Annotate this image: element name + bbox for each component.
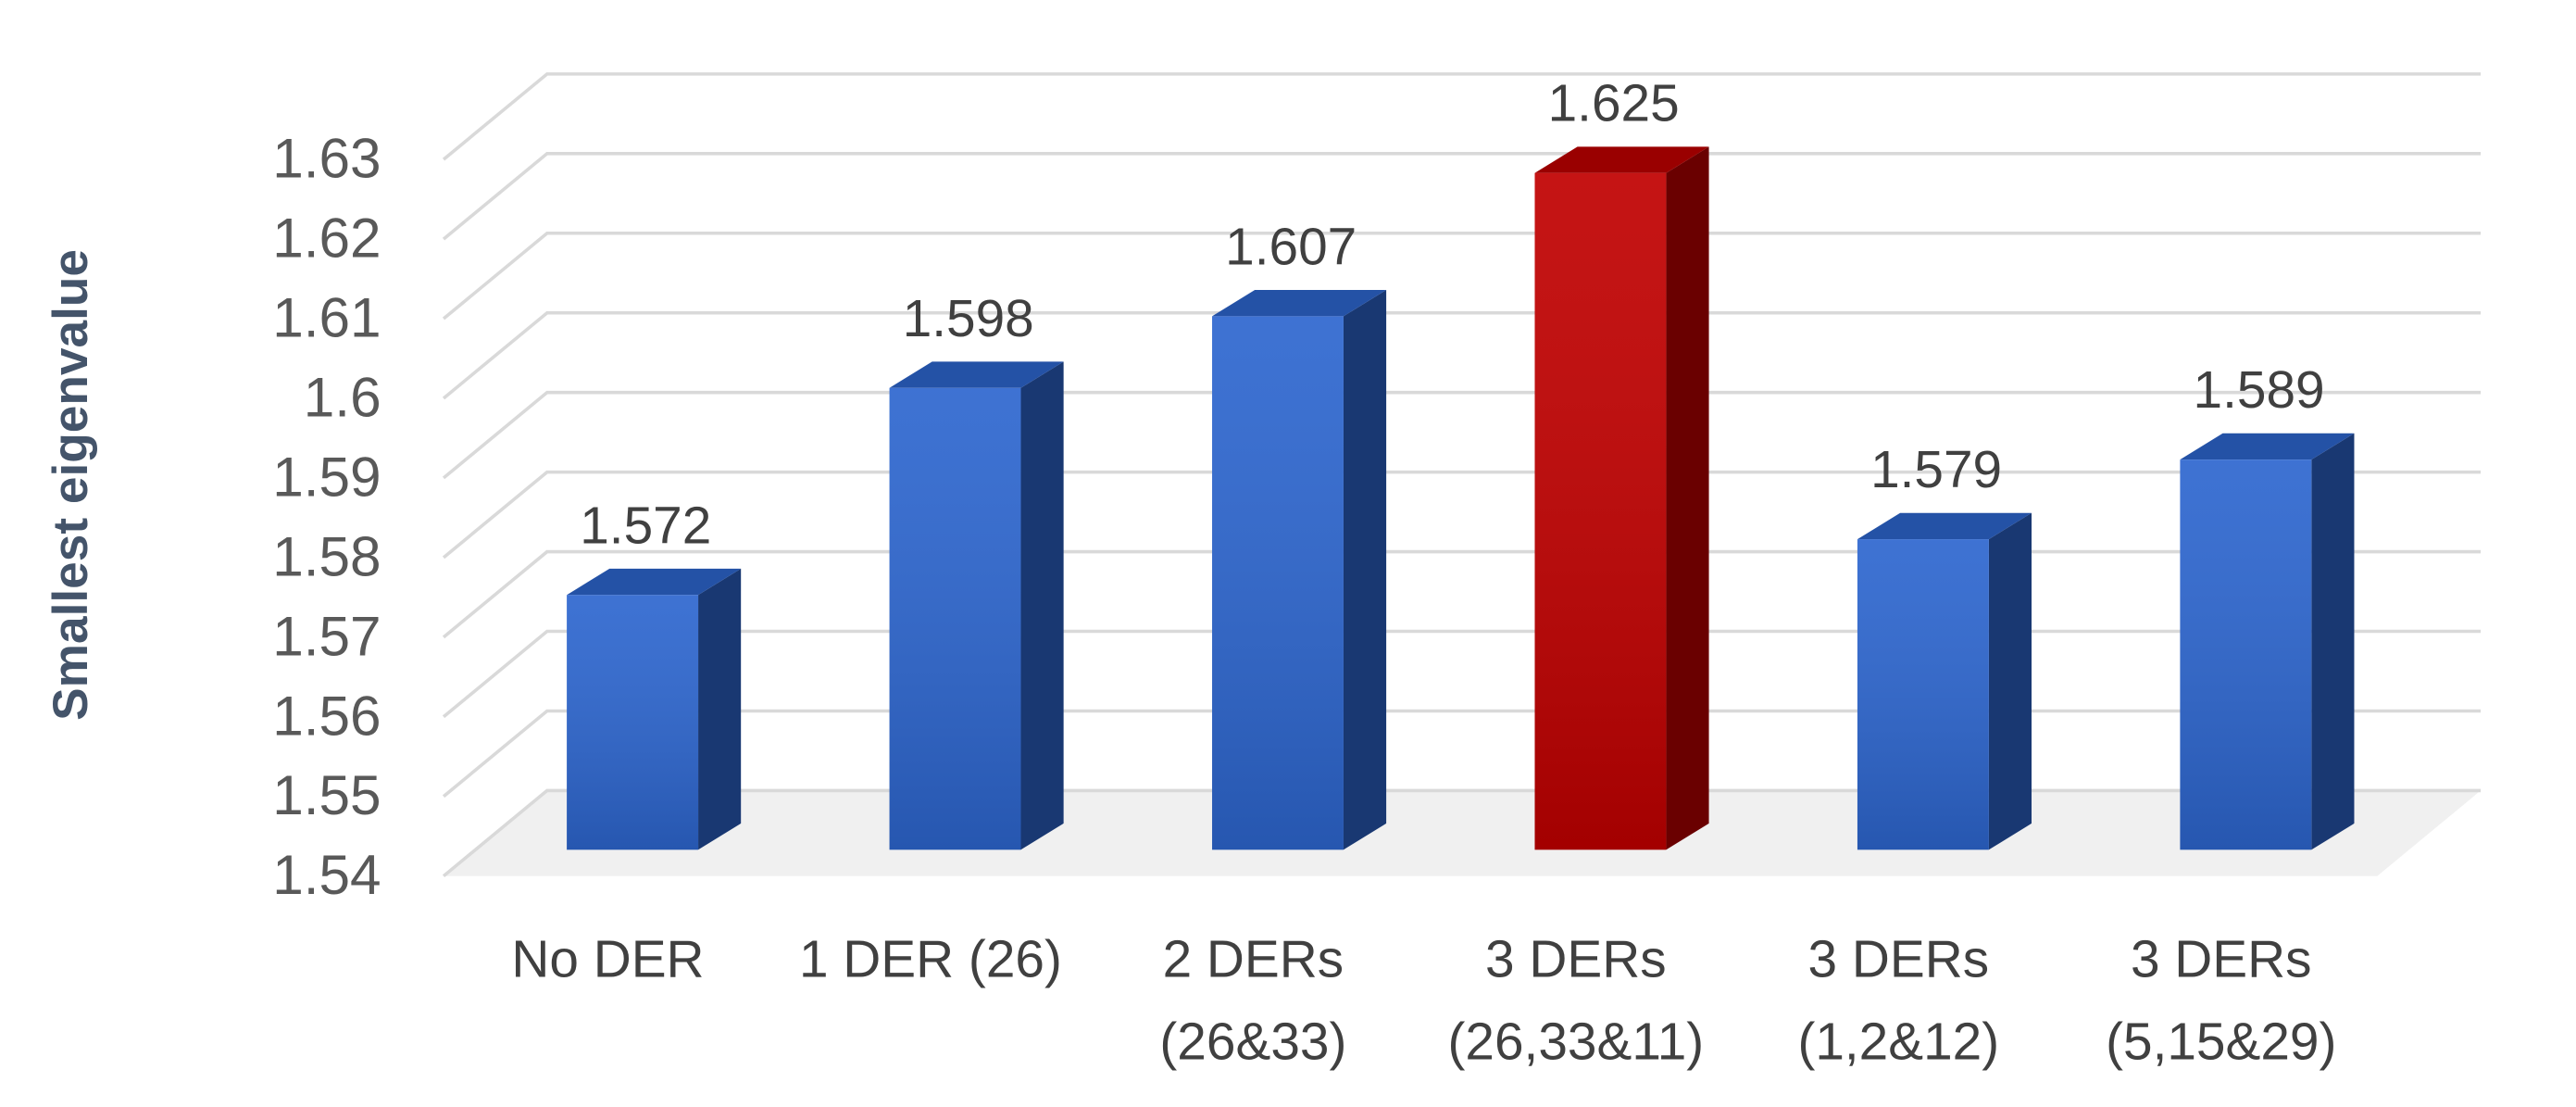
y-tick-label: 1.6 (304, 365, 381, 428)
grid-line (442, 709, 2482, 799)
bar-side (1666, 146, 1709, 850)
x-tick-label: No DER (511, 931, 704, 989)
x-tick-label: 3 DERs (2131, 931, 2312, 989)
bar-top (567, 568, 742, 596)
value-label: 1.589 (2194, 361, 2325, 420)
grid-line (442, 152, 2482, 241)
bar-top (889, 361, 1064, 388)
grid-line (442, 788, 2482, 878)
bar-shade (2180, 459, 2312, 850)
y-tick-label: 1.56 (272, 684, 381, 747)
bar-top (1534, 146, 1709, 173)
grid-line (442, 549, 2482, 639)
value-label: 1.625 (1548, 75, 1680, 133)
grid-line (442, 629, 2482, 719)
bar-side (2311, 433, 2355, 850)
grid-line (442, 470, 2482, 560)
value-label: 1.579 (1870, 441, 2002, 499)
x-tick-label: 1 DER (26) (799, 931, 1062, 989)
value-label: 1.607 (1225, 218, 1357, 276)
bar-top (1857, 512, 2032, 540)
bar-side (698, 568, 742, 850)
x-tick-label: (26,33&11) (1448, 1013, 1705, 1071)
y-tick-label: 1.59 (272, 445, 381, 508)
y-tick-label: 1.58 (272, 524, 381, 587)
y-tick-label: 1.55 (272, 763, 381, 826)
bar-shade (1857, 539, 1989, 850)
x-tick-label: (26&33) (1159, 1013, 1346, 1071)
value-label: 1.572 (580, 497, 711, 555)
y-tick-label: 1.57 (272, 604, 381, 667)
x-tick-label: 3 DERs (1485, 931, 1667, 989)
y-tick-label: 1.62 (272, 207, 381, 270)
bar-top (2180, 433, 2355, 460)
y-tick-label: 1.61 (272, 286, 381, 349)
bar-shade (1534, 172, 1667, 850)
y-tick-label: 1.54 (272, 843, 381, 906)
bar-shade (1212, 316, 1344, 850)
bar-side (1988, 512, 2032, 850)
bar-shade (889, 387, 1021, 850)
bar-side (1020, 361, 1064, 850)
bar-top (1212, 290, 1387, 317)
bar-shade (567, 595, 699, 850)
x-tick-label: 2 DERs (1163, 931, 1344, 989)
value-label: 1.598 (903, 290, 1034, 348)
grid-line (442, 390, 2482, 480)
y-tick-label: 1.63 (272, 127, 381, 190)
bar-side (1343, 290, 1387, 850)
x-tick-label: 3 DERs (1808, 931, 1990, 989)
y-axis-title: Smallest eigenvalue (44, 249, 98, 721)
floor (444, 790, 2482, 876)
grid-line (442, 72, 2482, 161)
grid-line (442, 231, 2482, 321)
grid-line (442, 310, 2482, 400)
x-tick-label: (1,2&12) (1797, 1013, 1999, 1071)
x-tick-label: (5,15&29) (2106, 1013, 2336, 1071)
